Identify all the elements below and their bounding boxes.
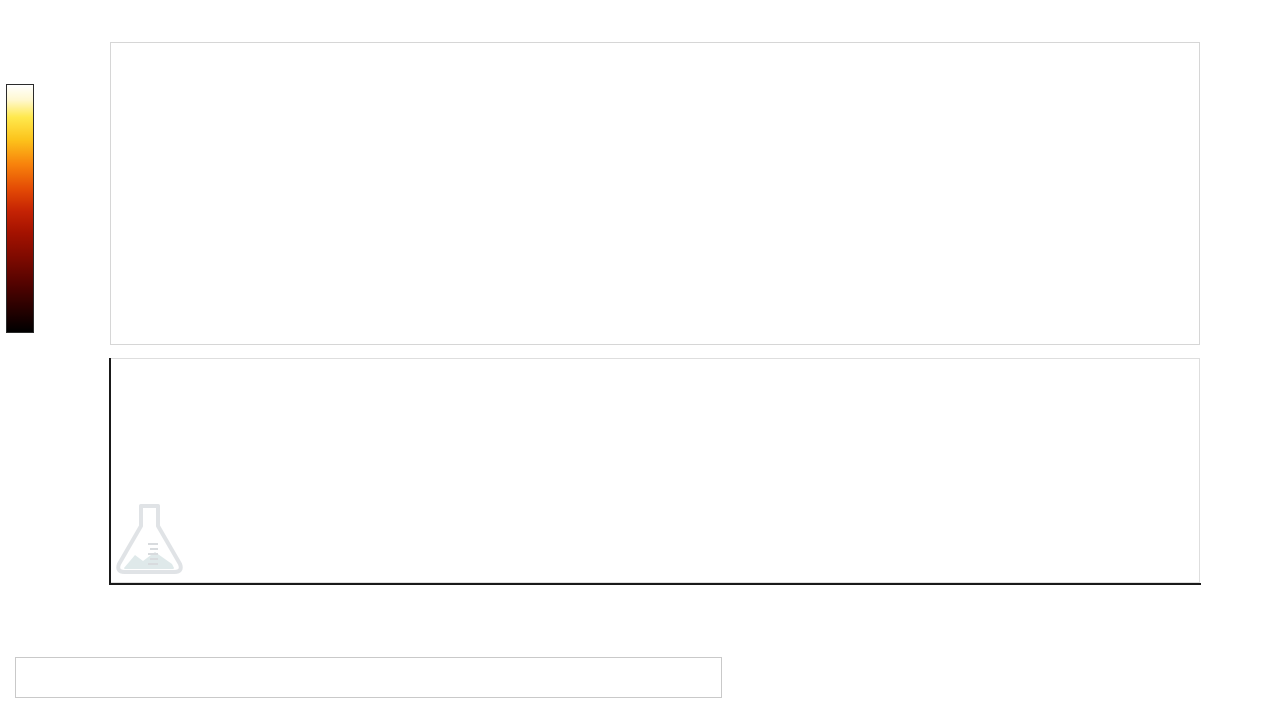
flask-icon bbox=[116, 504, 183, 574]
volume-colorbar bbox=[6, 84, 34, 333]
cvd-plot-frame bbox=[110, 358, 1200, 583]
cvd-bottom-spine bbox=[109, 583, 1201, 585]
price-plot-frame bbox=[110, 42, 1200, 345]
cvd-chart[interactable] bbox=[110, 358, 1200, 583]
cvd-left-spine bbox=[109, 358, 111, 584]
price-chart[interactable] bbox=[110, 42, 1200, 345]
legend bbox=[15, 657, 722, 698]
